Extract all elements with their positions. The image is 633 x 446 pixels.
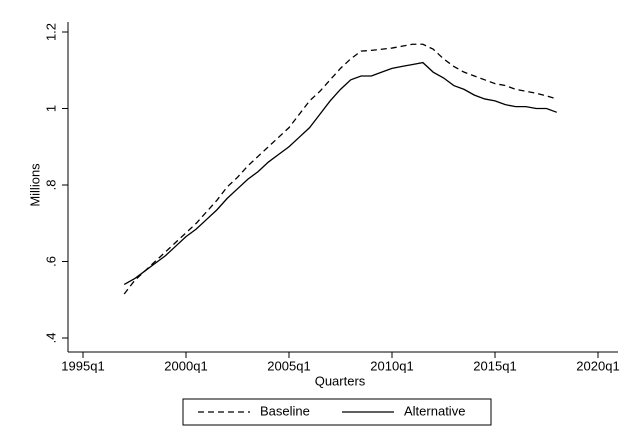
legend-label: Baseline: [260, 403, 310, 418]
y-tick-label: 1.2: [43, 23, 58, 41]
x-tick-label: 2005q1: [267, 358, 310, 373]
series-line: [123, 43, 557, 295]
legend: [182, 398, 492, 426]
y-tick-label: .6: [43, 256, 58, 267]
x-tick-label: 2010q1: [370, 358, 413, 373]
series-line: [123, 61, 558, 286]
x-tick-label: 2015q1: [473, 358, 516, 373]
legend-label: Alternative: [404, 403, 465, 418]
y-tick-label: .4: [43, 333, 58, 344]
y-tick-label: 1: [43, 105, 58, 112]
x-axis-title: Quarters: [315, 373, 366, 388]
y-axis-title: Millions: [27, 163, 42, 207]
y-tick-label: .8: [43, 180, 58, 191]
x-tick-label: 2020q1: [576, 358, 619, 373]
x-tick-label: 1995q1: [61, 358, 104, 373]
x-tick-label: 2000q1: [164, 358, 207, 373]
